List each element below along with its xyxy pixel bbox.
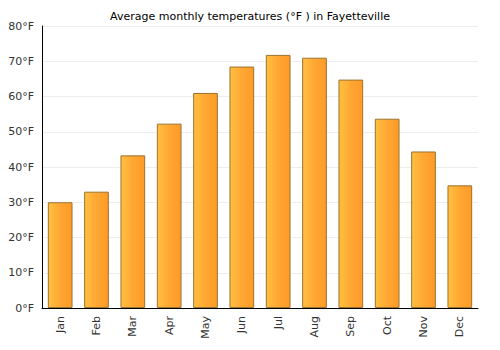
svg-text:30°F: 30°F [8,196,34,209]
svg-text:Jun: Jun [235,316,248,334]
svg-text:Average monthly temperatures (: Average monthly temperatures (°F ) in Fa… [110,10,390,23]
svg-text:Nov: Nov [417,316,430,338]
svg-text:Dec: Dec [453,316,466,337]
svg-text:50°F: 50°F [8,125,34,138]
svg-text:70°F: 70°F [8,55,34,68]
svg-text:0°F: 0°F [15,302,34,315]
svg-text:Jul: Jul [272,316,285,330]
svg-text:Feb: Feb [90,316,103,335]
svg-text:40°F: 40°F [8,161,34,174]
svg-text:80°F: 80°F [8,20,34,33]
svg-text:60°F: 60°F [8,90,34,103]
svg-text:Jan: Jan [54,316,67,334]
svg-text:Oct: Oct [381,315,394,335]
svg-text:10°F: 10°F [8,266,34,279]
svg-text:20°F: 20°F [8,231,34,244]
svg-text:Mar: Mar [126,316,139,337]
svg-text:Sep: Sep [344,316,357,337]
svg-text:Apr: Apr [163,316,176,336]
svg-text:Aug: Aug [308,316,321,337]
svg-text:May: May [199,316,212,339]
